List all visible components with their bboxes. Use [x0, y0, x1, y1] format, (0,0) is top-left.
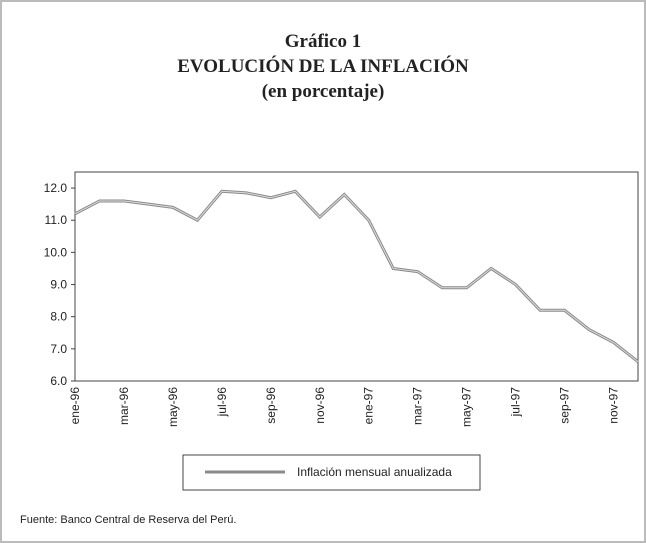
- x-tick-label: sep-96: [264, 387, 278, 424]
- chart-title: Gráfico 1: [285, 31, 362, 52]
- x-tick-label: may-96: [166, 387, 180, 427]
- x-tick-label: nov-97: [607, 387, 621, 424]
- y-tick-label: 7.0: [50, 342, 67, 356]
- y-tick-label: 8.0: [50, 310, 67, 324]
- legend-label: Inflación mensual anualizada: [297, 465, 452, 479]
- x-tick-label: jul-97: [509, 387, 523, 418]
- y-tick-label: 12.0: [44, 181, 68, 195]
- y-tick-label: 9.0: [50, 278, 67, 292]
- x-tick-label: may-97: [460, 387, 474, 427]
- y-tick-label: 10.0: [44, 245, 68, 259]
- x-tick-label: sep-97: [558, 387, 572, 424]
- x-tick-label: nov-96: [313, 387, 327, 424]
- y-tick-label: 11.0: [45, 213, 68, 227]
- chart-subtitle: EVOLUCIÓN DE LA INFLACIÓN: [177, 55, 469, 77]
- x-tick-label: mar-96: [117, 387, 131, 425]
- data-line-core: [74, 190, 639, 363]
- x-tick-label: ene-97: [362, 387, 376, 425]
- y-tick-label: 6.0: [50, 374, 67, 388]
- x-tick-label: mar-97: [411, 387, 425, 425]
- source: Fuente: Banco Central de Reserva del Per…: [20, 514, 236, 526]
- plot-area: [74, 171, 639, 382]
- x-tick-label: ene-96: [68, 387, 82, 425]
- x-tick-label: jul-96: [215, 387, 229, 418]
- unit-label: (en porcentaje): [262, 81, 385, 102]
- legend-box: [182, 454, 481, 491]
